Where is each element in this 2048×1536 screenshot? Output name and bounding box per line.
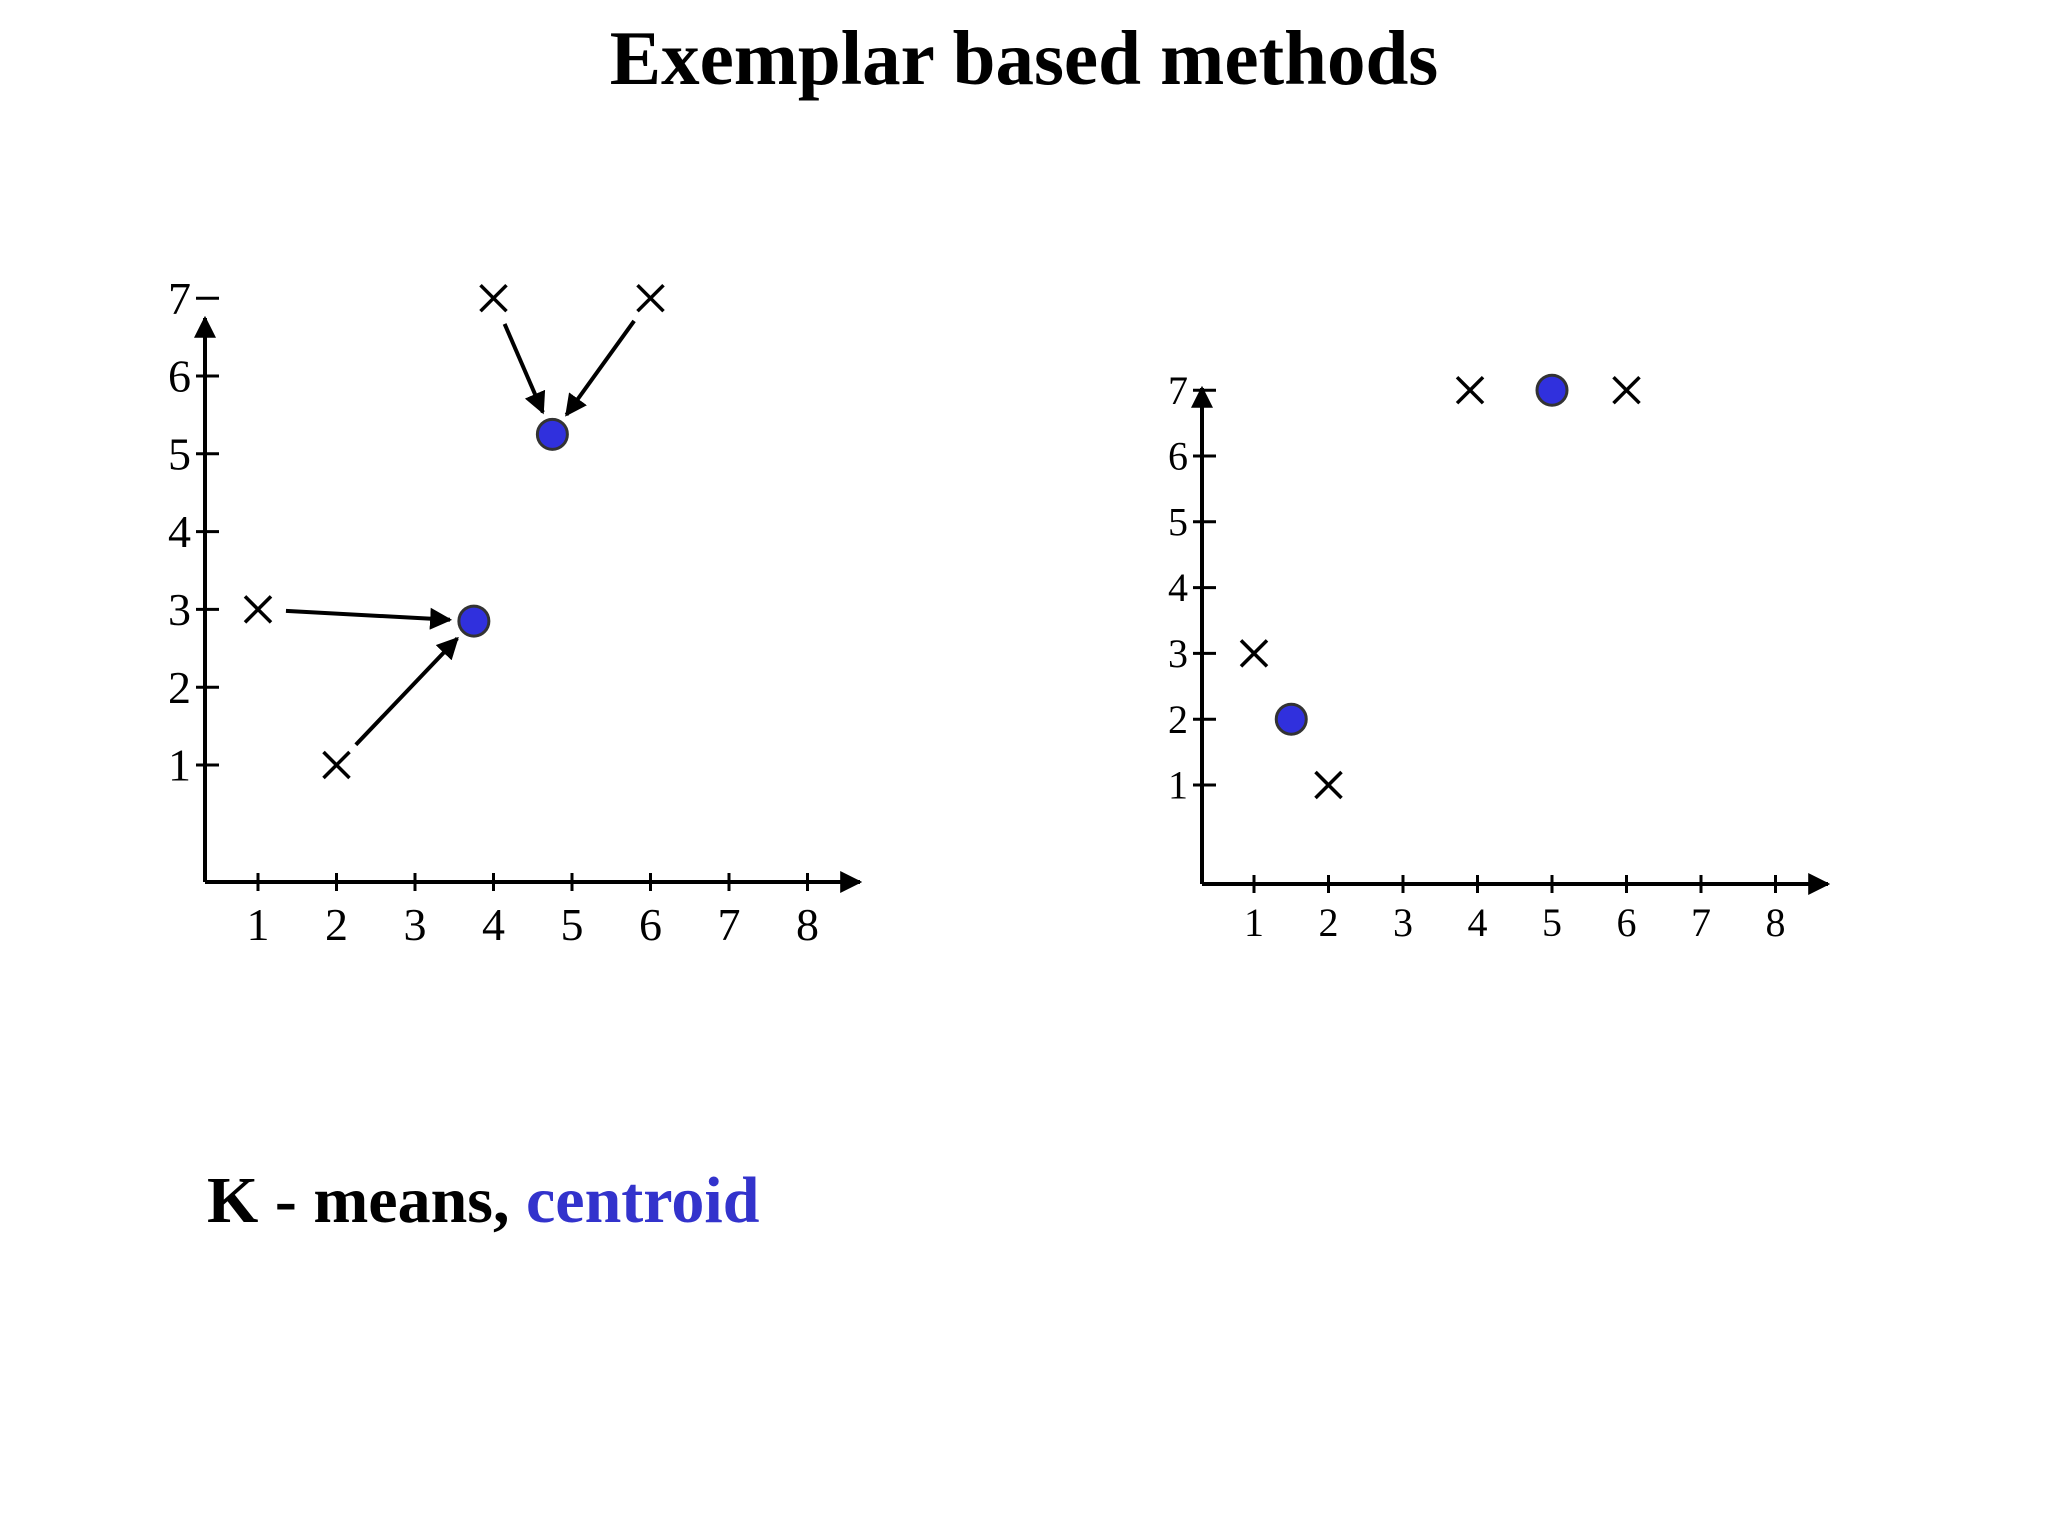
x-tick-label-2: 2 (1319, 900, 1339, 945)
assignment-arrow-1 (285, 607, 453, 630)
y-tick-label-5: 5 (168, 428, 191, 479)
centroid-point-1 (1274, 702, 1308, 736)
x-tick-label-2: 2 (325, 899, 348, 950)
data-point-x-2 (322, 750, 351, 780)
x-tick-label-3: 3 (404, 899, 427, 950)
x-tick-label-6: 6 (639, 899, 662, 950)
assignment-arrow-2 (354, 636, 459, 747)
x-tick-label-7: 7 (718, 899, 741, 950)
x-tick-label-8: 8 (1766, 900, 1786, 945)
y-tick-label-6: 6 (168, 351, 191, 402)
caption-text: K - means, (207, 1164, 510, 1237)
x-tick-label-1: 1 (247, 899, 270, 950)
x-tick-label-4: 4 (482, 899, 505, 950)
assignment-arrow-4 (564, 319, 636, 417)
x-tick-label-1: 1 (1244, 900, 1264, 945)
y-tick-label-7: 7 (1168, 368, 1188, 413)
x-tick-label-5: 5 (1542, 900, 1562, 945)
y-tick-label-2: 2 (1168, 697, 1188, 742)
y-tick-label-3: 3 (1168, 631, 1188, 676)
data-point-x-3 (1455, 375, 1485, 405)
y-tick-label-6: 6 (1168, 434, 1188, 479)
data-point-x-1 (1239, 639, 1269, 668)
data-point-x-3 (479, 283, 508, 313)
x-tick-label-6: 6 (1617, 900, 1637, 945)
y-tick-label-4: 4 (1168, 565, 1188, 610)
slide-title: Exemplar based methods (609, 15, 1439, 101)
x-tick-label-3: 3 (1393, 900, 1413, 945)
y-tick-label-1: 1 (1168, 763, 1188, 808)
y-tick-label-7: 7 (168, 273, 191, 324)
centroid-point-2 (1535, 373, 1569, 407)
data-point-x-2 (1314, 770, 1343, 800)
data-point-x-4 (1612, 375, 1641, 405)
x-tick-label-7: 7 (1691, 900, 1711, 945)
x-tick-label-8: 8 (796, 899, 819, 950)
caption-accent: centroid (525, 1164, 760, 1237)
data-point-x-4 (636, 283, 665, 313)
y-tick-label-5: 5 (1168, 499, 1188, 544)
data-point-x-1 (243, 595, 273, 624)
x-tick-label-5: 5 (561, 899, 584, 950)
y-tick-label-1: 1 (168, 740, 191, 791)
centroid-point-1 (457, 604, 491, 638)
y-tick-label-3: 3 (168, 584, 191, 635)
y-tick-label-4: 4 (168, 506, 191, 557)
assignment-arrow-3 (502, 323, 546, 415)
caption: K - means, centroid (207, 1163, 759, 1239)
y-tick-label-2: 2 (168, 662, 191, 713)
x-tick-label-4: 4 (1468, 900, 1488, 945)
centroid-point-2 (535, 417, 569, 451)
